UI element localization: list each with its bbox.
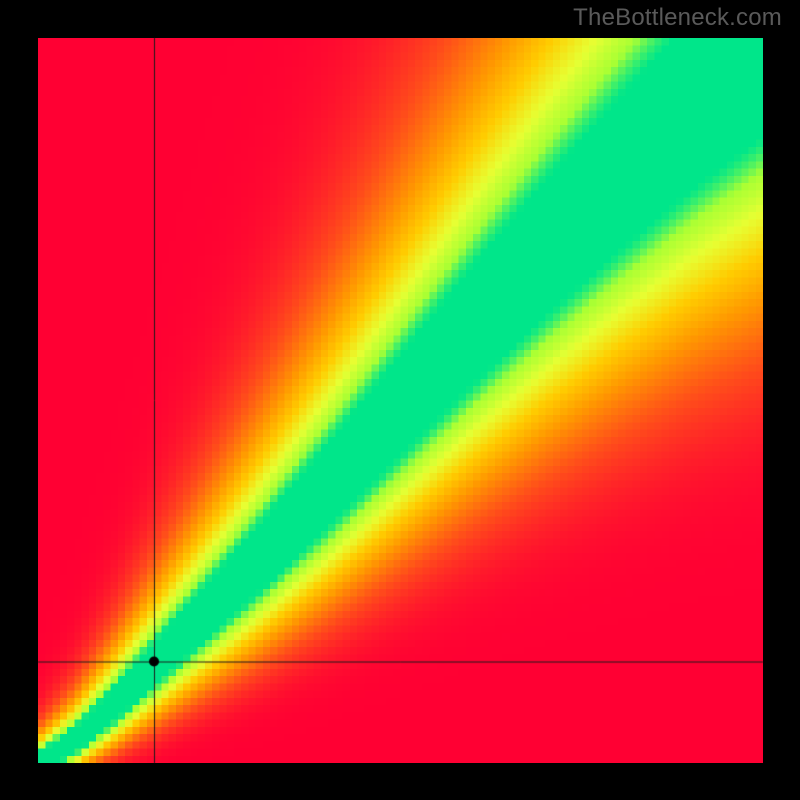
watermark-text: TheBottleneck.com (573, 4, 782, 32)
crosshair-overlay (0, 0, 800, 800)
chart-container: TheBottleneck.com (0, 0, 800, 800)
